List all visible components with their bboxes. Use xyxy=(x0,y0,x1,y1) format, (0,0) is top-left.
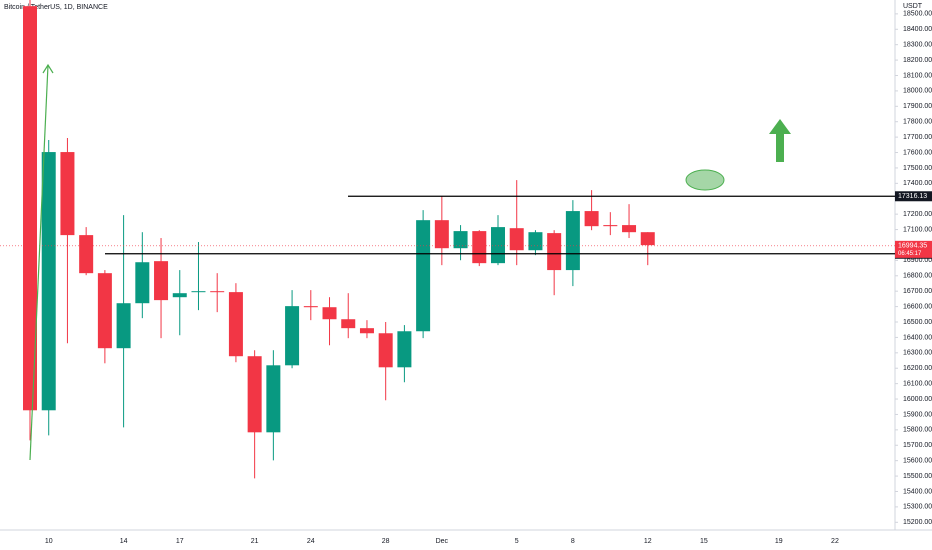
candle-body xyxy=(322,307,337,320)
candle-body xyxy=(135,262,150,304)
y-tick-label: 17200.00 xyxy=(903,211,932,218)
y-tick-label: 15200.00 xyxy=(903,519,932,526)
x-tick-label: 24 xyxy=(307,538,315,545)
y-tick-label: 17600.00 xyxy=(903,149,932,156)
countdown-label: 06:45:17 xyxy=(898,251,922,257)
ellipse-drawing xyxy=(685,169,725,191)
candle-body xyxy=(41,152,56,411)
y-tick-label: 16800.00 xyxy=(903,273,932,280)
candle-body xyxy=(472,231,487,264)
x-tick-label: 28 xyxy=(382,538,390,545)
x-tick-label: 8 xyxy=(571,538,575,545)
x-tick-label: 22 xyxy=(831,538,839,545)
x-tick-label: Dec xyxy=(436,538,449,545)
x-tick-label: 19 xyxy=(775,538,783,545)
x-tick-label: 21 xyxy=(251,538,259,545)
plot xyxy=(0,0,895,479)
y-tick-label: 15700.00 xyxy=(903,442,932,449)
y-tick-label: 15500.00 xyxy=(903,473,932,480)
candle-body xyxy=(285,306,300,366)
candle-body xyxy=(23,6,37,411)
x-tick-label: 5 xyxy=(515,538,519,545)
y-tick-label: 15800.00 xyxy=(903,427,932,434)
candle-body xyxy=(622,225,637,233)
candle-body xyxy=(397,331,412,368)
candle-body xyxy=(154,261,169,301)
arrow-up-drawing xyxy=(769,119,791,162)
candle-body xyxy=(97,273,112,349)
y-tick-label: 16700.00 xyxy=(903,288,932,295)
y-tick-label: 16500.00 xyxy=(903,319,932,326)
y-tick-label: 15400.00 xyxy=(903,488,932,495)
trend-drawing xyxy=(29,64,49,461)
x-tick-label: 17 xyxy=(176,538,184,545)
candle-body xyxy=(434,220,449,249)
candle-body xyxy=(603,225,618,227)
y-tick-label: 17700.00 xyxy=(903,134,932,141)
y-tick-label: 17400.00 xyxy=(903,180,932,187)
candle-body xyxy=(528,232,543,251)
candle-body xyxy=(247,356,262,433)
candle-body xyxy=(266,365,281,433)
x-tick-label: 12 xyxy=(644,538,652,545)
candle-body xyxy=(453,231,468,249)
y-tick-label: 16000.00 xyxy=(903,396,932,403)
candle-body xyxy=(303,306,318,308)
price-tag xyxy=(895,191,932,202)
candle-body xyxy=(116,303,131,349)
candle-body xyxy=(509,228,524,251)
y-tick-label: 18000.00 xyxy=(903,88,932,95)
candle-body xyxy=(640,232,655,246)
trend-arrowhead xyxy=(42,63,54,74)
candle-body xyxy=(491,227,505,264)
y-tick-label: 16300.00 xyxy=(903,350,932,357)
candle-body xyxy=(547,233,562,271)
y-tick-label: 17800.00 xyxy=(903,119,932,126)
last-price-tag xyxy=(895,240,932,258)
x-tick-label: 15 xyxy=(700,538,708,545)
candle-body xyxy=(584,211,599,227)
candle-body xyxy=(172,293,187,298)
y-tick-label: 16600.00 xyxy=(903,303,932,310)
y-tick-label: 18300.00 xyxy=(903,42,932,49)
candle-body xyxy=(191,291,206,293)
y-tick-label: 16200.00 xyxy=(903,365,932,372)
y-tick-label: 16100.00 xyxy=(903,380,932,387)
y-tick-label: 15600.00 xyxy=(903,458,932,465)
candle-body xyxy=(60,152,75,236)
candle-body xyxy=(210,291,225,293)
chart-title: Bitcoin / TetherUS, 1D, BINANCE xyxy=(4,4,108,11)
last-price-label: 16994.35 xyxy=(898,243,927,250)
y-tick-label: 17500.00 xyxy=(903,165,932,172)
currency-label: USDT xyxy=(903,3,923,10)
x-tick-label: 14 xyxy=(120,538,128,545)
candle-body xyxy=(79,235,94,274)
y-tick-label: 18100.00 xyxy=(903,72,932,79)
y-tick-label: 18500.00 xyxy=(903,11,932,18)
candle-body xyxy=(341,319,356,329)
y-tick-label: 17100.00 xyxy=(903,226,932,233)
y-tick-label: 17900.00 xyxy=(903,103,932,110)
x-tick-label: 10 xyxy=(45,538,53,545)
candle-body xyxy=(378,333,393,368)
candle-body xyxy=(416,220,431,332)
price-tag-label: 17316.13 xyxy=(898,193,927,200)
y-tick-label: 18400.00 xyxy=(903,26,932,33)
candle-body xyxy=(228,292,243,357)
y-tick-label: 15300.00 xyxy=(903,504,932,511)
y-tick-label: 16900.00 xyxy=(903,257,932,264)
candle-body xyxy=(359,328,374,334)
y-tick-label: 18200.00 xyxy=(903,57,932,64)
candle-body xyxy=(565,211,580,271)
y-tick-label: 16400.00 xyxy=(903,334,932,341)
y-tick-label: 15900.00 xyxy=(903,411,932,418)
